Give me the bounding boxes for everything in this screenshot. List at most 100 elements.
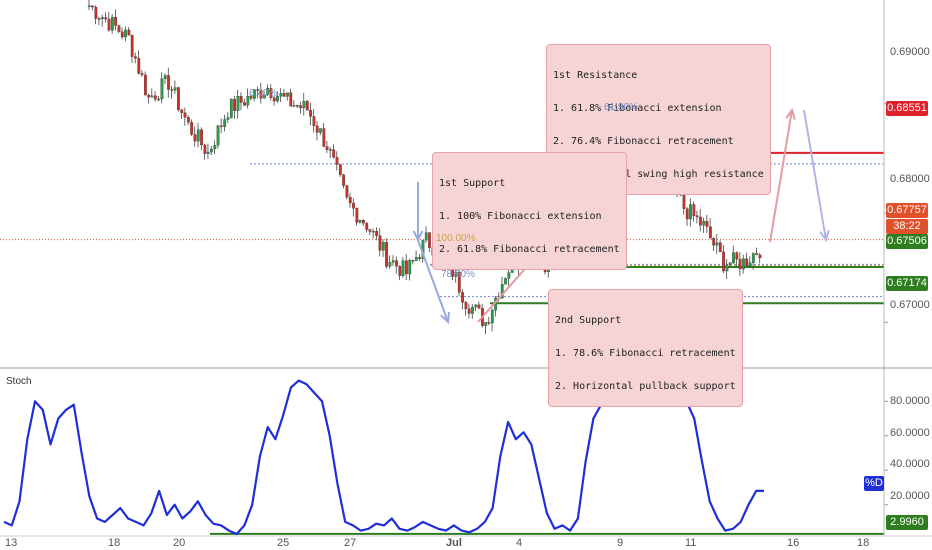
candle-body [147,94,151,98]
candle-body [745,258,749,267]
candle-body [114,16,118,26]
candle-body [262,94,266,99]
candle-body [708,226,712,239]
candle-body [160,78,164,100]
candle-body [391,260,395,263]
candle-body [487,322,491,324]
price-tag-resistance: 0.68551 [886,101,928,116]
candle-body [170,89,174,91]
x-tick-label: 25 [277,537,290,549]
candle-body [457,271,461,293]
candle-body [388,262,392,267]
price-tag-current: 0.67757 [886,203,928,218]
stoch-y-tick: 80.0000 [890,395,930,407]
candle-body [332,149,336,158]
y-tick: 0.67000 [890,299,930,311]
fib-label: 6.40% [249,88,278,99]
x-tick-label: 18 [857,537,870,549]
candle-body [335,157,339,165]
stoch-level-tag: 2.9960 [886,515,928,530]
stoch-y-tick: 60.0000 [890,427,930,439]
candle-body [728,262,732,265]
candle-body [229,98,233,118]
candle-body [124,29,127,38]
candle-body [385,242,388,267]
arrow-up-target-head [785,107,796,120]
candle-body [454,271,458,277]
candle-body [87,5,91,7]
candle-body [193,134,197,142]
candle-body [368,229,372,232]
candle-body [289,92,293,107]
candle-body [477,304,481,309]
candle-body [150,95,154,98]
candle-body [309,110,312,117]
x-tick-label: 18 [108,537,121,549]
arrow-down-2 [417,239,449,323]
candle-body [210,148,213,153]
candle-body [305,101,309,111]
candle-body [742,258,745,270]
y-tick: 0.68000 [890,173,930,185]
candle-body [484,322,488,326]
candle-body [751,253,755,263]
candle-body [137,58,141,74]
candle-body [236,96,240,111]
arrow-down-target-head [819,230,830,243]
candle-body [689,204,692,220]
stoch-y-tick: 40.0000 [890,458,930,470]
candle-body [461,292,464,303]
candle-body [748,262,752,267]
candle-body [157,98,161,101]
candle-body [718,242,722,252]
candle-body [342,174,346,186]
candle-body [110,16,114,31]
candle-body [253,89,256,99]
x-tick-label: 20 [173,537,186,549]
candle-body [378,235,382,251]
candle-body [702,221,706,226]
candle-body [243,102,246,106]
candle-body [405,260,408,275]
arrow-down-2-head [440,311,450,325]
candle-body [507,272,511,279]
candle-body [414,257,418,261]
candle-body [107,18,111,31]
candle-body [220,125,223,127]
candle-body [91,5,94,8]
candle-body [325,146,329,150]
candle-body [186,117,190,123]
candle-body [140,73,144,76]
fib-label: 78.60% [441,269,475,280]
candle-body [738,258,742,270]
candle-body [319,128,322,133]
candle-body [715,242,719,246]
candle-body [127,29,131,36]
candle-body [322,128,326,147]
arrow-up-target [769,109,793,243]
x-tick-label: Jul [446,537,462,549]
candle-body [266,88,270,95]
candle-body [249,96,253,99]
candle-body [163,75,167,79]
x-tick-label: 13 [5,537,18,549]
annotation-1st-support: 1st Support 1. 100% Fibonacci extension … [432,152,627,270]
candle-body [348,197,352,204]
candle-body [735,252,739,260]
candle-body [352,202,355,209]
candle-body [286,92,289,97]
candle-body [276,96,279,102]
candle-body [375,231,379,236]
candle-body [223,119,227,127]
x-tick-label: 16 [787,537,800,549]
candle-body [401,260,405,276]
candle-body [183,112,187,118]
arrow-down-target [803,109,827,241]
candle-body [464,302,468,309]
candle-body [299,105,303,109]
candle-body [345,185,349,198]
candle-body [282,93,286,97]
candle-body [246,96,250,106]
candle-body [329,149,332,151]
candle-body [428,232,431,248]
